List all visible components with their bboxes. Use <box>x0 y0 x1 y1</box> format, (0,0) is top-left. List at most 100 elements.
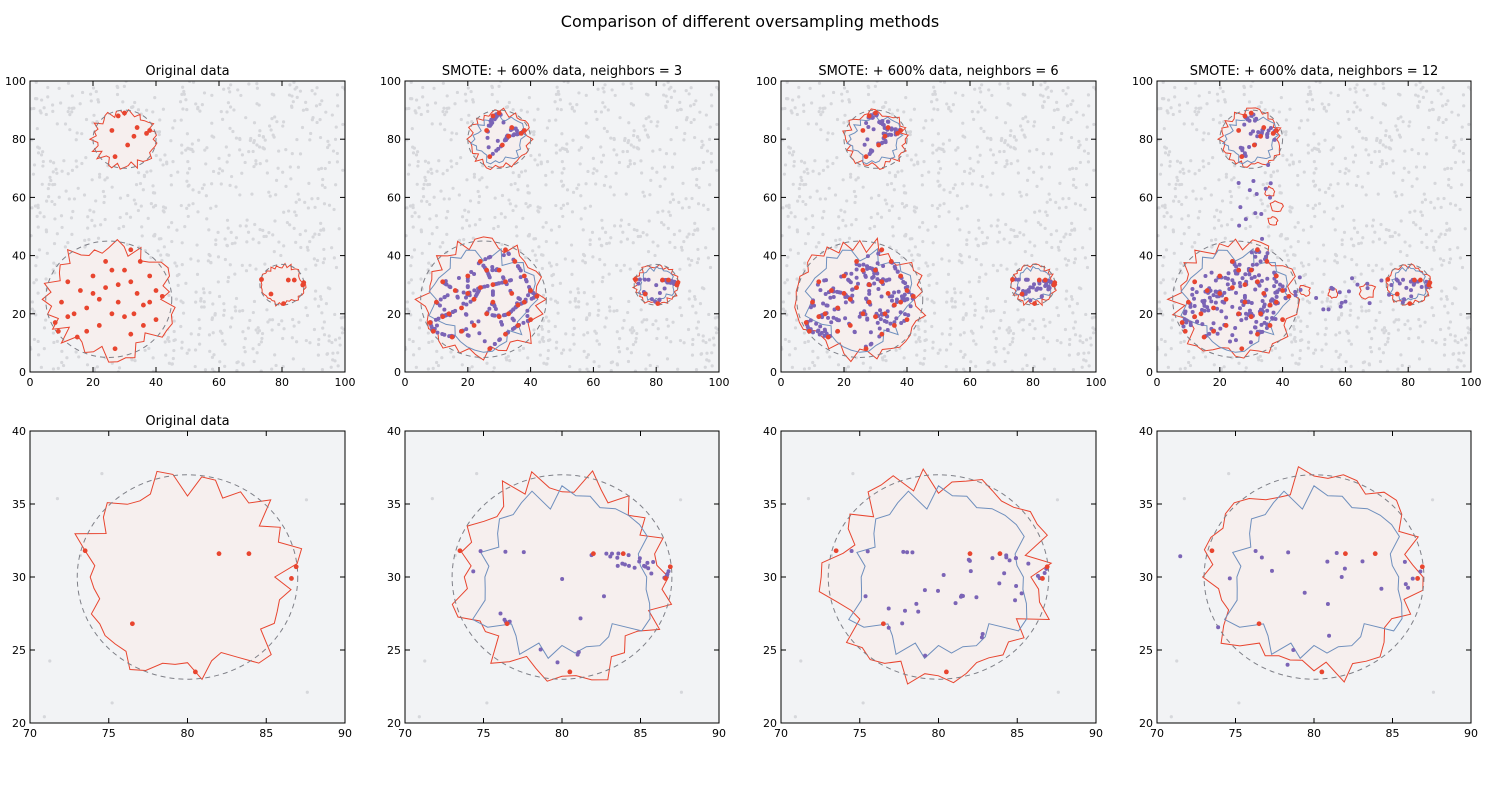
background-point <box>535 259 538 262</box>
background-point <box>163 210 166 213</box>
background-point <box>62 364 65 367</box>
background-point <box>1368 362 1371 365</box>
background-point <box>208 333 211 336</box>
minority-point <box>132 311 137 316</box>
synthetic-point <box>1253 211 1257 215</box>
background-point <box>56 340 59 343</box>
background-point <box>1259 198 1262 201</box>
background-point <box>1321 102 1324 105</box>
background-point <box>34 264 37 267</box>
background-point <box>1421 86 1424 89</box>
background-point <box>282 244 285 247</box>
minority-point <box>132 134 137 139</box>
background-point <box>697 320 700 323</box>
background-point <box>164 340 167 343</box>
background-point <box>318 118 321 121</box>
background-point <box>585 122 588 125</box>
minority-point <box>804 320 809 325</box>
background-point <box>604 231 607 234</box>
background-point <box>600 219 603 222</box>
background-point <box>185 207 188 210</box>
background-point <box>1416 106 1419 109</box>
background-point <box>241 153 244 156</box>
background-point <box>1361 236 1364 239</box>
background-point <box>305 498 308 501</box>
background-point <box>50 200 53 203</box>
background-point <box>180 144 183 147</box>
background-point <box>881 356 884 359</box>
background-point <box>990 94 993 97</box>
background-point <box>594 182 597 185</box>
background-point <box>1219 114 1222 117</box>
background-point <box>910 254 913 257</box>
background-point <box>144 349 147 352</box>
background-point <box>1431 498 1434 501</box>
background-point <box>1307 263 1310 266</box>
background-point <box>322 261 325 264</box>
background-point <box>196 210 199 213</box>
background-point <box>83 193 86 196</box>
background-point <box>201 103 204 106</box>
background-point <box>199 297 202 300</box>
background-point <box>1423 192 1426 195</box>
background-point <box>1459 359 1462 362</box>
background-point <box>662 83 665 86</box>
background-point <box>77 355 80 358</box>
background-point <box>241 264 244 267</box>
synthetic-point <box>1327 634 1331 638</box>
background-point <box>666 100 669 103</box>
background-point <box>1070 222 1073 225</box>
background-point <box>959 291 962 294</box>
background-point <box>60 226 63 229</box>
background-point <box>566 188 569 191</box>
synthetic-point <box>981 632 985 636</box>
background-point <box>1163 215 1166 218</box>
background-point <box>1032 124 1035 127</box>
minority-point <box>147 274 152 279</box>
background-point <box>890 182 893 185</box>
background-point <box>1446 311 1449 314</box>
background-point <box>580 217 583 220</box>
synthetic-point <box>658 298 662 302</box>
background-point <box>845 199 848 202</box>
minority-point <box>84 306 89 311</box>
background-point <box>409 264 412 267</box>
background-point <box>1303 170 1306 173</box>
background-point <box>709 266 712 269</box>
background-point <box>1448 227 1451 230</box>
background-point <box>227 101 230 104</box>
background-point <box>1018 231 1021 234</box>
background-point <box>341 331 344 334</box>
y-tick-label: 60 <box>763 191 777 204</box>
background-point <box>191 202 194 205</box>
background-point <box>912 163 915 166</box>
background-point <box>1074 186 1077 189</box>
minority-point <box>944 670 949 675</box>
background-point <box>1384 329 1387 332</box>
background-point <box>1311 149 1314 152</box>
background-point <box>620 240 623 243</box>
background-point <box>265 235 268 238</box>
background-point <box>715 86 718 89</box>
synthetic-point <box>466 284 470 288</box>
background-point <box>1404 240 1407 243</box>
synthetic-point <box>818 324 822 328</box>
background-point <box>1314 348 1317 351</box>
background-point <box>46 86 49 89</box>
background-point <box>979 154 982 157</box>
background-point <box>1298 357 1301 360</box>
background-point <box>639 235 642 238</box>
background-point <box>57 367 60 370</box>
background-point <box>1092 86 1095 89</box>
background-point <box>51 103 54 106</box>
background-point <box>44 277 47 280</box>
background-point <box>35 256 38 259</box>
background-point <box>271 328 274 331</box>
synthetic-point <box>1291 648 1295 652</box>
background-point <box>1211 156 1214 159</box>
background-point <box>839 209 842 212</box>
background-point <box>524 202 527 205</box>
background-point <box>1349 309 1352 312</box>
background-point <box>1402 120 1405 123</box>
background-point <box>798 195 801 198</box>
